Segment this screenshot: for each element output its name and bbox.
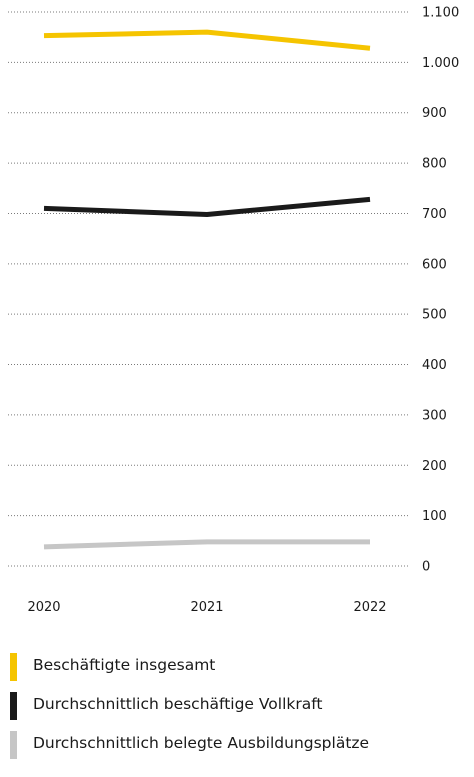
y-tick-label: 1.000 xyxy=(422,56,459,71)
series-line-1 xyxy=(43,29,371,51)
y-tick-label: 1.100 xyxy=(422,6,459,21)
gridlines xyxy=(8,11,410,567)
legend-swatch xyxy=(10,653,17,681)
line-chart: 0 100 200 300 400 500 600 700 800 900 1.000 1.100 2… xyxy=(8,6,459,615)
y-tick-label: 300 xyxy=(422,408,447,423)
series-line-3 xyxy=(43,539,370,550)
x-tick-label: 2020 xyxy=(27,600,60,615)
x-axis-tick-labels: 2020 2021 2022 xyxy=(27,600,386,615)
legend-swatch xyxy=(10,731,17,759)
y-tick-label: 900 xyxy=(422,106,447,121)
legend: Beschäftigte insgesamt Durchschnittlich … xyxy=(8,650,474,767)
y-tick-label: 400 xyxy=(422,358,447,373)
y-tick-label: 200 xyxy=(422,459,447,474)
legend-item-training-places: Durchschnittlich belegte Ausbildungsplät… xyxy=(8,728,474,765)
x-tick-label: 2022 xyxy=(353,600,386,615)
legend-swatch xyxy=(10,692,17,720)
y-tick-label: 100 xyxy=(422,509,447,524)
y-tick-label: 700 xyxy=(422,207,447,222)
y-tick-label: 500 xyxy=(422,308,447,323)
legend-item-full-time-equivalent: Durchschnittlich beschäftige Vollkraft xyxy=(8,689,474,726)
legend-label: Durchschnittlich beschäftige Vollkraft xyxy=(33,695,323,713)
y-tick-label: 800 xyxy=(422,157,447,172)
y-tick-label: 600 xyxy=(422,257,447,272)
series-line-2 xyxy=(43,196,371,217)
series-lines xyxy=(43,29,371,550)
legend-label: Beschäftigte insgesamt xyxy=(33,656,216,674)
y-axis-tick-labels: 0 100 200 300 400 500 600 700 800 900 1.000 1.100 xyxy=(422,6,459,575)
x-tick-label: 2021 xyxy=(190,600,223,615)
legend-item-total-employees: Beschäftigte insgesamt xyxy=(8,650,474,687)
legend-label: Durchschnittlich belegte Ausbildungsplät… xyxy=(33,734,370,752)
y-tick-label: 0 xyxy=(422,560,430,575)
